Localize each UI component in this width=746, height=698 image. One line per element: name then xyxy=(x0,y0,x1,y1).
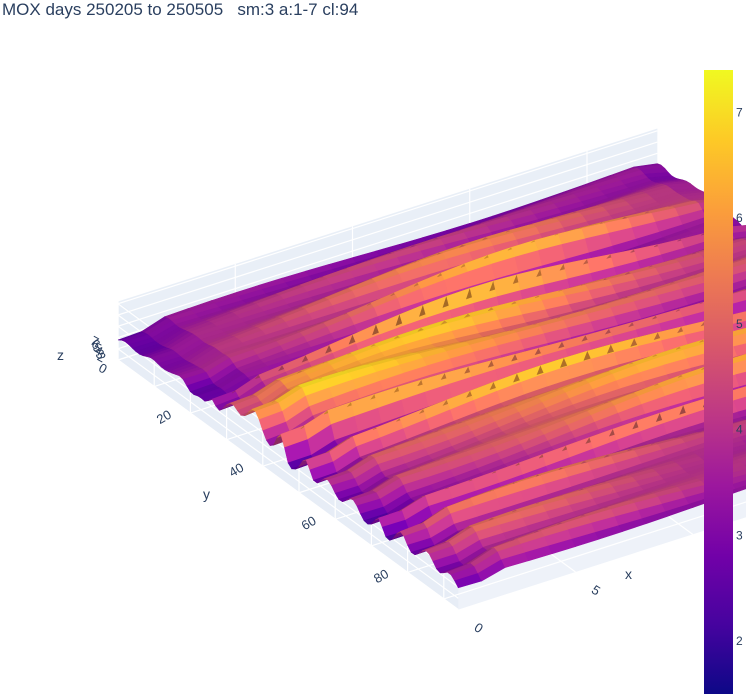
surface-cell xyxy=(740,257,746,261)
surface-cell xyxy=(733,343,746,357)
surface-cell xyxy=(737,256,746,261)
x-tick-label: 0 xyxy=(472,620,486,637)
surface-cell xyxy=(731,231,746,239)
y-axis-title: y xyxy=(203,486,210,502)
colorbar-tick-label: 6 xyxy=(736,211,743,225)
surface-cell xyxy=(731,359,746,376)
surface-cell xyxy=(742,237,746,241)
surface-cell xyxy=(735,371,746,388)
z-axis-title: z xyxy=(57,347,64,363)
surface-cell xyxy=(731,479,746,490)
chart-title: MOX days 250205 to 250505 sm:3 a:1-7 cl:… xyxy=(2,0,359,19)
surface-cell xyxy=(732,254,746,261)
surface-cell xyxy=(740,460,746,466)
x-tick-label: 5 xyxy=(589,582,603,599)
surface-cell xyxy=(737,456,746,463)
surface-cell xyxy=(733,396,746,413)
x-axis-title: x xyxy=(625,566,632,582)
surface-cell xyxy=(735,429,746,438)
surface-cell xyxy=(738,237,746,239)
surface-cell xyxy=(738,434,746,442)
colorbar[interactable] xyxy=(704,70,733,694)
surface-cell xyxy=(733,453,746,460)
colorbar-tick-label: 5 xyxy=(736,317,743,331)
y-tick-label: 20 xyxy=(154,407,174,427)
y-tick-label: 60 xyxy=(299,513,319,533)
surface-cell xyxy=(735,236,746,239)
surface-cell xyxy=(737,409,746,418)
colorbar-tick-label: 2 xyxy=(736,634,743,648)
surface-cell xyxy=(735,485,746,492)
colorbar-tick-label: 4 xyxy=(736,423,743,437)
y-axis-ticks: 20 40 60 80 xyxy=(154,407,391,587)
y-tick-label: 40 xyxy=(226,460,246,480)
colorbar-tick-label: 7 xyxy=(736,105,743,119)
surface-cell xyxy=(740,415,746,420)
colorbar-ticks: 2 3 4 5 6 7 xyxy=(736,105,743,648)
colorbar-tick-label: 3 xyxy=(736,528,743,542)
y-tick-label: 80 xyxy=(371,566,391,586)
